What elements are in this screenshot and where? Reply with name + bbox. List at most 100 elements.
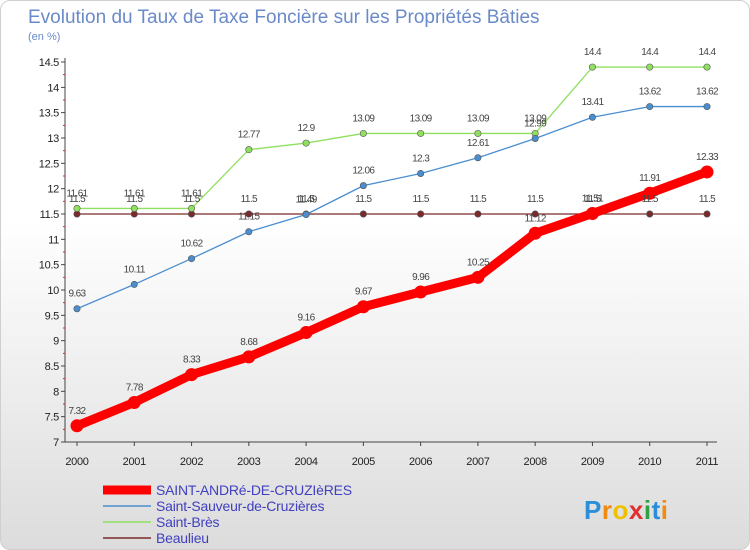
series-line xyxy=(76,66,708,210)
series-layer xyxy=(70,63,714,433)
y-tick-label: 11.5 xyxy=(40,209,60,221)
data-label: 11.5 xyxy=(183,194,200,205)
data-point xyxy=(188,255,196,263)
data-point xyxy=(588,63,596,71)
data-point xyxy=(646,103,654,111)
data-label: 10.62 xyxy=(181,239,204,250)
data-point xyxy=(185,368,199,382)
data-label: 12.99 xyxy=(524,119,547,130)
series-line xyxy=(76,105,708,310)
data-label: 11.61 xyxy=(66,188,88,199)
data-label: 11.5 xyxy=(126,194,143,205)
data-label: 10.11 xyxy=(124,264,146,275)
data-point xyxy=(417,169,425,177)
x-tick-label: 2006 xyxy=(409,456,432,468)
data-point xyxy=(588,113,596,121)
x-tick-label: 2007 xyxy=(466,456,489,468)
x-tick-label: 2010 xyxy=(638,456,661,468)
data-label: 13.41 xyxy=(581,97,604,108)
data-label: 9.96 xyxy=(412,272,430,283)
data-label: 7.32 xyxy=(68,406,86,417)
chart-title: Evolution du Taux de Taxe Foncière sur l… xyxy=(28,7,540,28)
data-label: 13.09 xyxy=(410,113,433,124)
data-label: 11.15 xyxy=(238,212,260,223)
data-label: 11.5 xyxy=(642,194,659,205)
data-label: 11.5 xyxy=(470,194,487,205)
data-point xyxy=(130,280,138,288)
data-point xyxy=(471,270,485,284)
axes: 7 7.5 8 8.5 9 9.5 10 10.5 11 11.5 12 12.5 13 13.5 14 14… xyxy=(39,57,719,468)
data-label: 13.09 xyxy=(467,113,490,124)
data-point xyxy=(130,204,138,212)
x-tick-label: 2008 xyxy=(524,456,547,468)
data-labels-layer: 11.5 11.5 11.5 11.5 11.5 11.5 11.5 11.5 11.5 11.5… xyxy=(66,47,719,417)
data-point xyxy=(302,139,310,147)
x-tick-label: 2005 xyxy=(352,456,375,468)
y-tick-label: 8.5 xyxy=(45,361,60,373)
y-tick-label: 7 xyxy=(53,437,59,449)
data-label: 11.5 xyxy=(584,194,601,205)
data-point xyxy=(414,285,428,299)
data-label: 8.68 xyxy=(240,337,258,348)
data-label: 9.67 xyxy=(355,287,373,298)
y-tick-label: 8 xyxy=(53,386,59,398)
chart-subtitle: (en %) xyxy=(28,31,60,43)
data-point xyxy=(245,228,253,236)
y-tick-label: 12.5 xyxy=(39,158,59,170)
data-label: 11.91 xyxy=(639,173,661,184)
data-point xyxy=(643,186,657,200)
data-point xyxy=(703,210,711,218)
data-label: 11.5 xyxy=(412,194,429,205)
data-point xyxy=(700,165,714,179)
legend-label: Saint-Brès xyxy=(156,514,220,530)
data-point xyxy=(359,210,367,218)
data-point xyxy=(359,129,367,137)
data-label: 13.62 xyxy=(696,87,719,98)
data-label: 12.3 xyxy=(412,153,430,164)
data-point xyxy=(70,419,84,433)
data-label: 10.25 xyxy=(467,257,490,268)
data-point xyxy=(417,129,425,137)
data-point xyxy=(474,154,482,162)
data-point xyxy=(127,395,141,409)
data-point xyxy=(703,103,711,111)
data-label: 14.4 xyxy=(584,47,602,58)
legend-entry-1: Saint-Sauveur-de-Cruzières xyxy=(103,498,325,514)
data-label: 14.4 xyxy=(641,47,659,58)
data-point xyxy=(528,226,542,240)
data-point xyxy=(703,63,711,71)
x-tick-label: 2009 xyxy=(581,456,604,468)
legend-entry-2: Saint-Brès xyxy=(103,514,220,530)
data-point xyxy=(531,135,539,143)
data-label: 7.78 xyxy=(126,382,144,393)
legend-label: SAINT-ANDRé-DE-CRUZIèRES xyxy=(156,482,352,498)
data-point xyxy=(474,210,482,218)
data-label: 11.5 xyxy=(527,194,544,205)
data-point xyxy=(73,305,81,313)
data-label: 11.61 xyxy=(124,188,146,199)
data-point xyxy=(245,210,253,218)
data-label: 11.5 xyxy=(69,194,86,205)
series-2 xyxy=(73,63,711,212)
data-label: 12.9 xyxy=(298,123,316,134)
data-label: 11.5 xyxy=(355,194,372,205)
data-point xyxy=(531,210,539,218)
data-label: 11.49 xyxy=(295,195,317,206)
data-point xyxy=(646,210,654,218)
data-label: 12.61 xyxy=(467,138,490,149)
data-label: 9.63 xyxy=(68,289,86,300)
series-0 xyxy=(70,165,714,433)
data-point xyxy=(356,300,370,314)
x-tick-label: 2011 xyxy=(696,456,719,468)
data-label: 11.51 xyxy=(582,193,604,204)
series-3 xyxy=(73,210,711,218)
y-tick-label: 10 xyxy=(47,285,59,297)
legend-entry-0: SAINT-ANDRé-DE-CRUZIèRES xyxy=(103,482,352,498)
data-label: 12.06 xyxy=(352,166,375,177)
data-point xyxy=(188,204,196,212)
data-label: 11.5 xyxy=(241,194,258,205)
y-tick-label: 14 xyxy=(47,82,59,94)
legend-label: Beaulieu xyxy=(156,530,209,546)
